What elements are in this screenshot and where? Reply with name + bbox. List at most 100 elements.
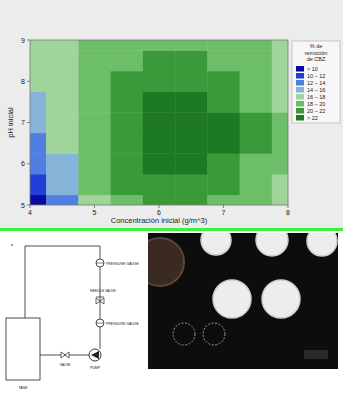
- legend-swatch: [296, 87, 304, 93]
- contour-cell: [175, 112, 208, 133]
- contour-cell: [46, 195, 79, 205]
- y-tick: [27, 205, 30, 206]
- valve: [61, 352, 69, 358]
- tablet: [256, 233, 288, 256]
- legend-label: 12 – 14: [307, 80, 325, 86]
- contour-cell: [143, 50, 176, 71]
- x-tick: [94, 205, 95, 208]
- contour-cell: [175, 40, 208, 51]
- legend-swatch: [296, 108, 304, 114]
- contour-cell: [30, 174, 47, 195]
- contour-cell: [30, 133, 47, 154]
- contour-cell: [240, 153, 273, 174]
- y-tick: [27, 81, 30, 82]
- contour-cell: [111, 112, 144, 133]
- contour-cell: [46, 153, 79, 174]
- contour-cell: [207, 92, 240, 113]
- contour-cell: [272, 112, 288, 133]
- contour-cell: [78, 153, 111, 174]
- tablet-fragment: [203, 323, 225, 345]
- contour-cell: [175, 195, 208, 205]
- contour-cell: [143, 71, 176, 92]
- gauge-needle: [96, 263, 104, 264]
- x-tick-label: 5: [93, 209, 97, 216]
- x-tick: [223, 205, 224, 208]
- contour-cell: [46, 133, 79, 154]
- legend-swatch: [296, 66, 304, 72]
- legend-label: 20 – 22: [307, 108, 325, 114]
- contour-cell: [272, 92, 288, 113]
- contour-cell: [78, 92, 111, 113]
- tablet: [262, 280, 300, 318]
- legend-label: 14 – 16: [307, 87, 325, 93]
- gauge-label: PRESSURE GAUGE: [106, 262, 140, 266]
- x-tick-label: 7: [222, 209, 226, 216]
- contour-cell: [240, 71, 273, 92]
- contour-cell: [207, 50, 240, 71]
- legend-label: < 10: [307, 66, 318, 72]
- contour-cell: [207, 40, 240, 51]
- legend-label: 10 – 12: [307, 73, 325, 79]
- y-tick-label: 8: [21, 78, 25, 85]
- x-tick: [288, 205, 289, 208]
- contour-cell: [272, 40, 288, 51]
- contour-cell: [30, 50, 47, 71]
- pump-arrow: [91, 351, 99, 359]
- contour-cell: [175, 133, 208, 154]
- y-tick: [27, 163, 30, 164]
- x-tick: [30, 205, 31, 208]
- piping-diagram: PRESSURE GAUGENEEDLE VALVEPRESSURE GAUGE…: [6, 244, 140, 390]
- contour-cell: [240, 195, 273, 205]
- contour-cell: [30, 153, 47, 174]
- contour-cell: [143, 153, 176, 174]
- legend-label: 16 – 18: [307, 94, 325, 100]
- tank-label: TANK: [18, 386, 28, 390]
- contour-cell: [78, 40, 111, 51]
- contour-cell: [111, 92, 144, 113]
- contour-cell: [207, 174, 240, 195]
- x-axis-title: Concentración inicial (g/m^3): [111, 216, 208, 225]
- contour-cell: [30, 92, 47, 113]
- y-tick-label: 6: [21, 160, 25, 167]
- pipe: [25, 246, 100, 247]
- contour-cell: [240, 133, 273, 154]
- legend-swatch: [296, 80, 304, 86]
- legend-label: 18 – 20: [307, 101, 325, 107]
- contour-cell: [240, 174, 273, 195]
- x-tick-label: 4: [28, 209, 32, 216]
- contour-cell: [207, 195, 240, 205]
- contour-cell: [272, 195, 288, 205]
- contour-cell: [207, 153, 240, 174]
- x-tick-label: 6: [157, 209, 161, 216]
- pump: [89, 349, 101, 361]
- contour-cell: [175, 174, 208, 195]
- y-tick: [27, 122, 30, 123]
- contour-cell: [111, 174, 144, 195]
- contour-cell: [30, 40, 47, 51]
- contour-cell: [207, 71, 240, 92]
- contour-cell: [143, 92, 176, 113]
- valve-label: NEEDLE VALVE: [90, 289, 116, 293]
- contour-cell: [111, 195, 144, 205]
- tablet: [201, 233, 231, 255]
- legend-swatch: [296, 101, 304, 107]
- contour-cell: [46, 71, 79, 92]
- contour-cell: [111, 40, 144, 51]
- tablet-fragment: [173, 323, 195, 345]
- contour-cell: [143, 112, 176, 133]
- dot: [11, 244, 13, 246]
- coin: [148, 238, 184, 286]
- panel-background: [0, 0, 343, 228]
- contour-cell: [46, 92, 79, 113]
- contour-cell: [30, 71, 47, 92]
- pressure-gauge: [96, 259, 104, 267]
- contour-cell: [111, 71, 144, 92]
- y-tick-label: 9: [21, 37, 25, 44]
- figure: 4567856789Concentración inicial (g/m^3)p…: [0, 0, 343, 394]
- contour-cell: [240, 92, 273, 113]
- y-tick-label: 7: [21, 119, 25, 126]
- tablet: [307, 233, 337, 256]
- pipe: [25, 246, 26, 318]
- legend-title: % de: [310, 43, 323, 49]
- photo: [148, 233, 338, 369]
